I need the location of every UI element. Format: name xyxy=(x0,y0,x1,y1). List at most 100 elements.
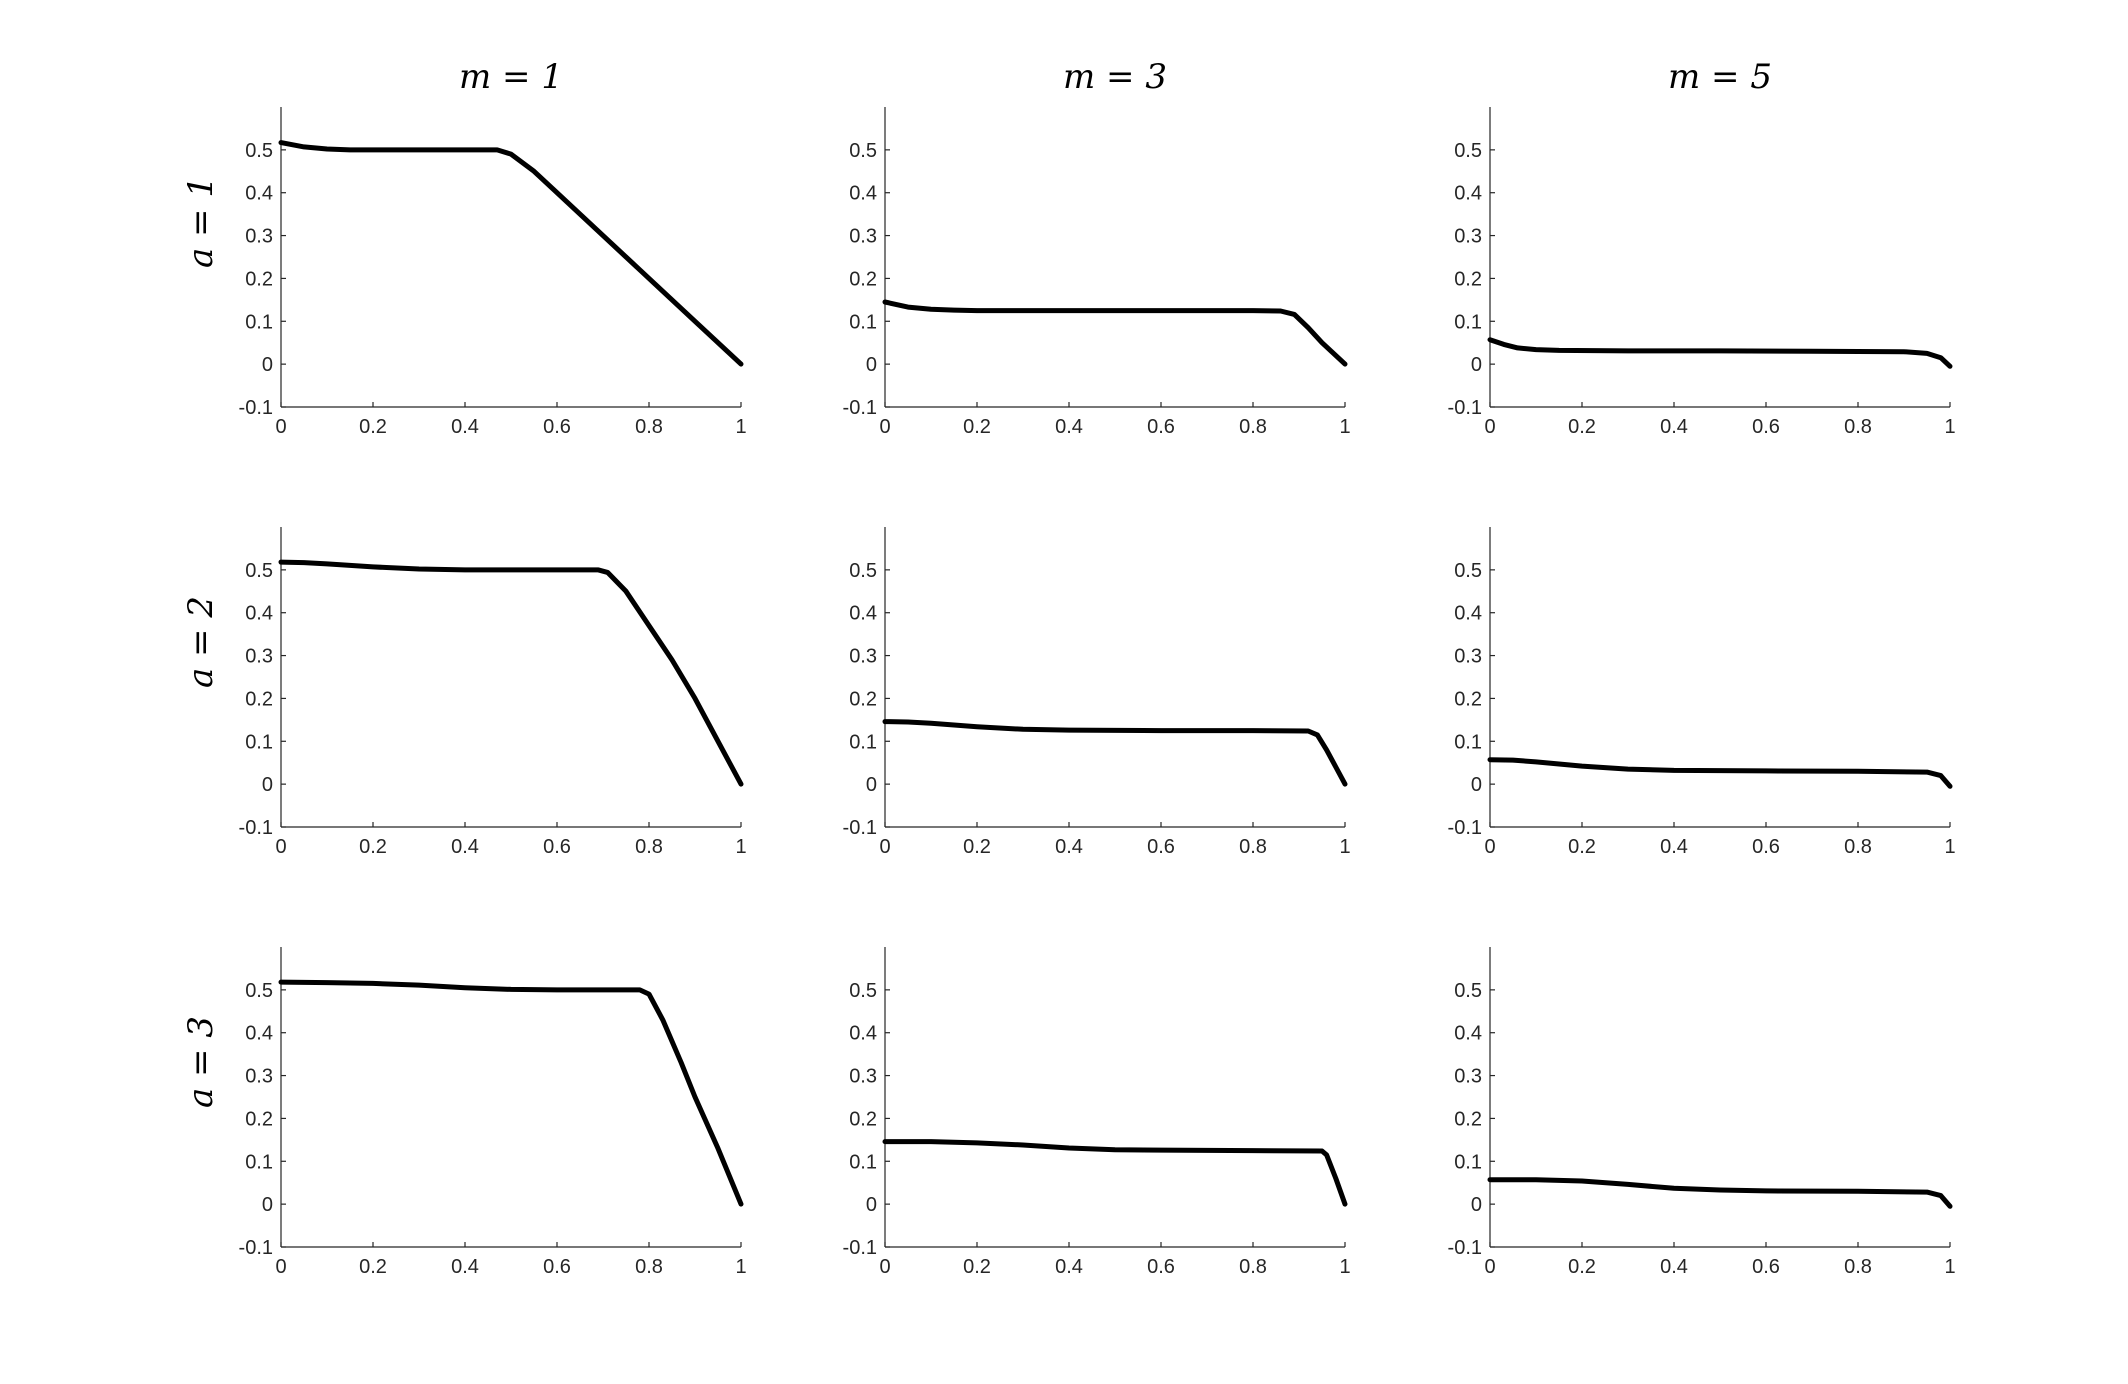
x-tick-label: 0.4 xyxy=(451,836,479,858)
x-tick-label: 0.8 xyxy=(635,836,663,858)
y-tick-label: 0.5 xyxy=(849,980,877,1002)
column-titles: m = 1 m = 3 m = 5 xyxy=(459,57,1772,97)
row-label: a = 3 xyxy=(181,1016,221,1108)
y-tick-label: 0.1 xyxy=(245,731,273,753)
series-line xyxy=(882,299,1348,367)
y-tick-label: 0.2 xyxy=(1454,1108,1482,1130)
y-tick-label: 0.5 xyxy=(849,140,877,162)
y-tick-label: 0.1 xyxy=(1454,731,1482,753)
x-tick-label: 0.2 xyxy=(963,836,991,858)
y-tick-label: 0.1 xyxy=(1454,1151,1482,1173)
y-tick-label: 0 xyxy=(262,354,273,376)
x-tick-label: 1 xyxy=(1944,416,1955,438)
x-tick-label: 0.4 xyxy=(451,416,479,438)
y-tick-label: 0.3 xyxy=(849,226,877,248)
y-tick-label: 0.1 xyxy=(849,311,877,333)
y-tick-label: -0.1 xyxy=(1448,817,1482,839)
row-labels: a = 1 a = 2 a = 3 xyxy=(181,176,221,1108)
series-line xyxy=(882,1139,1348,1207)
y-tick-label: 0 xyxy=(262,774,273,796)
x-tick-label: 0.8 xyxy=(1239,416,1267,438)
y-tick-label: 0 xyxy=(262,1194,273,1216)
subplot: 0 0.2 0.4 0.6 0.8 1-0.100.10.20.30.40.5 xyxy=(843,527,1351,858)
x-tick-label: 0 xyxy=(879,836,890,858)
x-tick-label: 0.4 xyxy=(1055,416,1083,438)
y-tick-label: 0.3 xyxy=(245,226,273,248)
x-tick-label: 0.4 xyxy=(1660,416,1688,438)
y-tick-label: 0.3 xyxy=(849,646,877,668)
y-tick-label: 0.5 xyxy=(1454,560,1482,582)
y-tick-label: 0 xyxy=(866,774,877,796)
y-tick-label: 0.4 xyxy=(245,183,273,205)
x-tick-label: 0.6 xyxy=(1147,836,1175,858)
x-tick-label: 0.2 xyxy=(359,836,387,858)
x-tick-label: 0.4 xyxy=(1660,1256,1688,1278)
series-line xyxy=(1487,757,1953,789)
subplot: 0 0.2 0.4 0.6 0.8 1-0.100.10.20.30.40.5 xyxy=(843,947,1351,1278)
x-tick-label: 0.2 xyxy=(1568,836,1596,858)
y-tick-label: -0.1 xyxy=(843,817,877,839)
x-tick-label: 0.4 xyxy=(451,1256,479,1278)
x-tick-label: 0.4 xyxy=(1055,836,1083,858)
x-tick-label: 0.8 xyxy=(1239,836,1267,858)
y-tick-label: 0.4 xyxy=(1454,183,1482,205)
x-tick-label: 0.6 xyxy=(1752,836,1780,858)
y-tick-label: 0.2 xyxy=(1454,268,1482,290)
x-tick-label: 0 xyxy=(275,416,286,438)
y-tick-label: 0.3 xyxy=(245,646,273,668)
series-line xyxy=(278,979,744,1207)
y-tick-label: 0.4 xyxy=(849,1023,877,1045)
y-tick-label: -0.1 xyxy=(1448,397,1482,419)
y-tick-label: 0.4 xyxy=(849,183,877,205)
x-tick-label: 0.2 xyxy=(963,1256,991,1278)
y-tick-label: 0.2 xyxy=(245,1108,273,1130)
series-line xyxy=(882,719,1348,787)
y-tick-label: -0.1 xyxy=(1448,1237,1482,1259)
y-tick-label: 0 xyxy=(1471,774,1482,796)
y-tick-label: 0.2 xyxy=(849,1108,877,1130)
series-line xyxy=(1487,337,1953,369)
x-tick-label: 0 xyxy=(1484,1256,1495,1278)
x-tick-label: 0 xyxy=(275,1256,286,1278)
row-label: a = 1 xyxy=(181,176,221,268)
y-tick-label: 0.4 xyxy=(245,1023,273,1045)
x-tick-label: 0.8 xyxy=(635,416,663,438)
y-tick-label: 0.2 xyxy=(245,688,273,710)
y-tick-label: 0.1 xyxy=(1454,311,1482,333)
x-tick-label: 0 xyxy=(879,1256,890,1278)
subplot: 0 0.2 0.4 0.6 0.8 1-0.100.10.20.30.40.5 xyxy=(239,107,747,438)
x-tick-label: 1 xyxy=(735,836,746,858)
y-tick-label: 0.3 xyxy=(245,1066,273,1088)
x-tick-label: 0.2 xyxy=(1568,416,1596,438)
y-tick-label: -0.1 xyxy=(843,1237,877,1259)
y-tick-label: 0 xyxy=(1471,354,1482,376)
column-title: m = 5 xyxy=(1668,57,1772,97)
subplot: 0 0.2 0.4 0.6 0.8 1-0.100.10.20.30.40.5 xyxy=(239,947,747,1278)
x-tick-label: 0 xyxy=(879,416,890,438)
y-tick-label: 0.1 xyxy=(245,311,273,333)
y-tick-label: 0.5 xyxy=(245,980,273,1002)
y-tick-label: -0.1 xyxy=(843,397,877,419)
x-tick-label: 0.8 xyxy=(1844,836,1872,858)
x-tick-label: 0.8 xyxy=(1844,1256,1872,1278)
x-tick-label: 1 xyxy=(1944,1256,1955,1278)
column-title: m = 1 xyxy=(459,57,563,97)
y-tick-label: 0.5 xyxy=(1454,980,1482,1002)
x-tick-label: 0.6 xyxy=(1147,1256,1175,1278)
x-tick-label: 0.2 xyxy=(963,416,991,438)
x-tick-label: 0.6 xyxy=(543,1256,571,1278)
x-tick-label: 0.2 xyxy=(1568,1256,1596,1278)
x-tick-label: 0.8 xyxy=(1844,416,1872,438)
y-tick-label: 0.3 xyxy=(1454,1066,1482,1088)
y-tick-label: 0.5 xyxy=(849,560,877,582)
x-tick-label: 0.6 xyxy=(543,416,571,438)
y-tick-label: 0.3 xyxy=(849,1066,877,1088)
x-tick-label: 0.2 xyxy=(359,416,387,438)
x-tick-label: 1 xyxy=(735,1256,746,1278)
y-tick-label: 0 xyxy=(866,354,877,376)
y-tick-label: 0.1 xyxy=(849,731,877,753)
y-tick-label: -0.1 xyxy=(239,817,273,839)
y-tick-label: -0.1 xyxy=(239,397,273,419)
x-tick-label: 0 xyxy=(1484,416,1495,438)
subplot: 0 0.2 0.4 0.6 0.8 1-0.100.10.20.30.40.5 xyxy=(1448,107,1956,438)
